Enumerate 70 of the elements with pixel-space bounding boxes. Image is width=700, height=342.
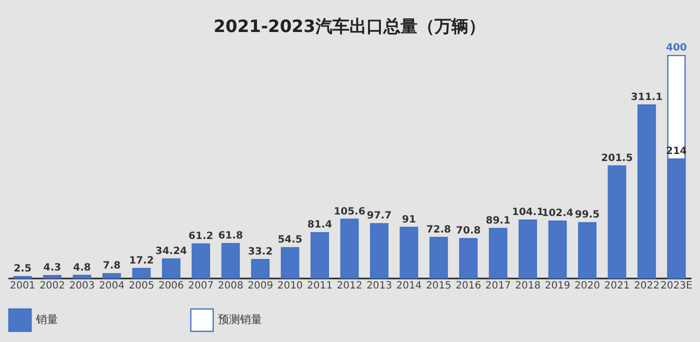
- bar: [162, 258, 180, 279]
- x-tick-label: 2016: [456, 280, 482, 292]
- x-tick-label: 2014: [396, 280, 422, 292]
- bar: [608, 165, 626, 279]
- data-label: 4.3: [43, 262, 62, 274]
- bar: [459, 238, 478, 279]
- legend-label: 销量: [35, 313, 58, 326]
- bar: [102, 273, 121, 279]
- bar: [280, 247, 300, 279]
- x-tick-label: 2008: [218, 280, 244, 292]
- data-label: 311.1: [630, 92, 663, 104]
- data-label: 2.5: [14, 264, 32, 275]
- data-label: 97.7: [366, 210, 392, 222]
- bar: [429, 236, 448, 279]
- x-tick-label: 2021: [604, 280, 630, 292]
- data-label: 4.8: [73, 262, 91, 274]
- bar: [400, 226, 418, 279]
- bar: [637, 104, 656, 279]
- x-tick-label: 2009: [248, 280, 274, 292]
- bar: [548, 220, 567, 279]
- bar: [518, 220, 538, 279]
- x-tick-label: 2017: [485, 280, 511, 292]
- bar: [43, 275, 62, 279]
- bar: [132, 268, 151, 279]
- bar: [488, 228, 508, 279]
- x-tick-label: 2001: [10, 280, 36, 292]
- legend-label: 预测销量: [218, 313, 262, 326]
- data-label: 70.8: [456, 226, 481, 237]
- x-tick-label: 2023E: [660, 280, 692, 292]
- data-label: 33.2: [248, 246, 273, 258]
- data-label: 61.2: [188, 230, 214, 242]
- data-label: 34.24: [155, 246, 188, 257]
- data-label: 201.5: [601, 152, 633, 164]
- data-label: 99.5: [574, 210, 600, 221]
- x-tick-label: 2005: [128, 280, 154, 292]
- data-label: 104.1: [512, 207, 544, 218]
- x-tick-label: 2011: [307, 280, 333, 292]
- x-tick-label: 2020: [574, 280, 600, 292]
- data-label: 54.5: [278, 234, 302, 246]
- x-tick-label: 2006: [158, 280, 184, 292]
- data-label: 89.1: [486, 215, 510, 226]
- x-tick-label: 2013: [366, 280, 392, 292]
- bar: [370, 223, 388, 279]
- data-label: 105.6: [334, 206, 366, 218]
- data-label: 91: [402, 214, 416, 226]
- x-tick-label: 2004: [99, 280, 124, 292]
- chart-title: 2021-2023汽车出口总量（万辆）: [214, 17, 486, 37]
- x-tick-label: 2007: [188, 280, 214, 292]
- data-label: 17.2: [129, 255, 154, 266]
- x-tick-label: 2018: [515, 280, 541, 292]
- x-tick-label: 2015: [426, 280, 452, 292]
- x-tick-label: 2010: [277, 280, 303, 292]
- bar: [221, 243, 240, 279]
- bar: [251, 258, 270, 279]
- x-tick-label: 2002: [40, 280, 66, 292]
- bar: [340, 218, 359, 279]
- x-tick-label: 2019: [544, 280, 570, 292]
- data-label: 102.4: [542, 208, 574, 220]
- data-label: 7.8: [102, 260, 121, 272]
- data-label: 72.8: [426, 224, 452, 236]
- bar: [578, 222, 596, 279]
- bar: [72, 274, 92, 279]
- bar: [310, 232, 329, 279]
- data-label: 400: [666, 42, 687, 54]
- x-tick-label: 2022: [634, 280, 660, 292]
- data-label: 61.8: [218, 230, 243, 242]
- x-tick-label: 2003: [69, 280, 95, 292]
- bar: [192, 243, 210, 279]
- x-tick-label: 2012: [336, 280, 362, 292]
- data-label: 81.4: [307, 220, 332, 231]
